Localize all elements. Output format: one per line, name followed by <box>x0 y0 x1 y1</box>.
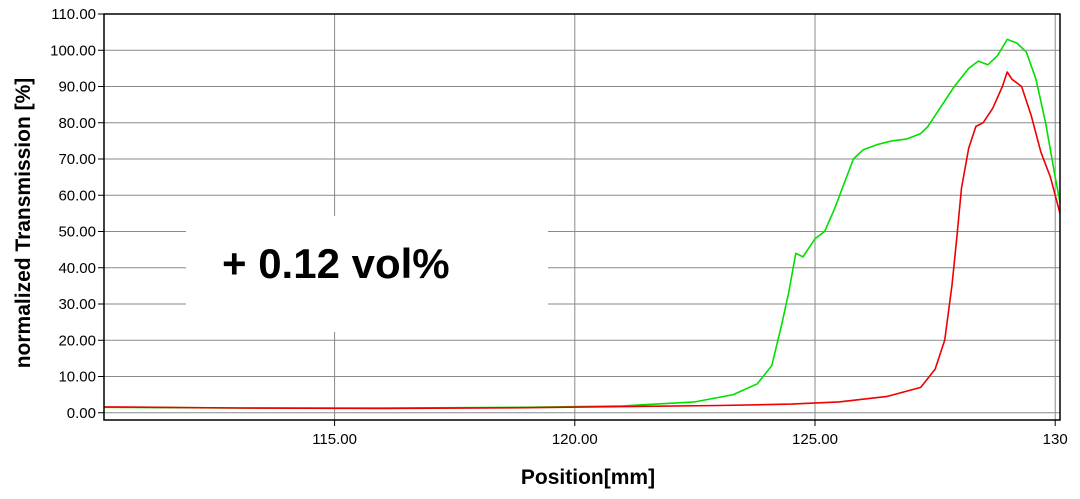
y-tick-label: 10.00 <box>58 369 96 386</box>
y-tick-label: 80.00 <box>58 115 96 132</box>
y-axis-title: normalized Transmission [%] <box>12 78 35 369</box>
x-tick-label: 130 <box>1043 431 1068 448</box>
x-axis-title: Position[mm] <box>521 466 655 489</box>
y-tick-label: 30.00 <box>58 296 96 313</box>
plot-frame <box>103 13 1061 421</box>
y-tick-labels: 0.00 10.00 20.00 30.00 40.00 50.00 60.00 70.00 8… <box>50 6 96 422</box>
series-line-2 <box>103 71 1061 410</box>
annotation-label: + 0.12 vol% <box>222 240 450 287</box>
y-tick-label: 100.00 <box>50 42 96 59</box>
y-tick-label: 70.00 <box>58 151 96 168</box>
y-tick-label: 0.00 <box>67 405 96 422</box>
x-tick-label: 120.00 <box>552 431 598 448</box>
x-tick-label: 125.00 <box>792 431 838 448</box>
y-tick-label: 90.00 <box>58 79 96 96</box>
y-tick-label: 20.00 <box>58 332 96 349</box>
x-tick-labels: 115.00 120.00 125.00 130 <box>312 431 1068 448</box>
y-tick-label: 60.00 <box>58 187 96 204</box>
y-tick-label: 50.00 <box>58 224 96 241</box>
series-line-1 <box>103 38 1061 409</box>
series <box>103 38 1061 410</box>
y-tick-label: 110.00 <box>51 6 96 23</box>
annotation-box <box>186 216 548 332</box>
y-tick-label: 40.00 <box>58 260 96 277</box>
x-tick-label: 115.00 <box>312 431 357 448</box>
